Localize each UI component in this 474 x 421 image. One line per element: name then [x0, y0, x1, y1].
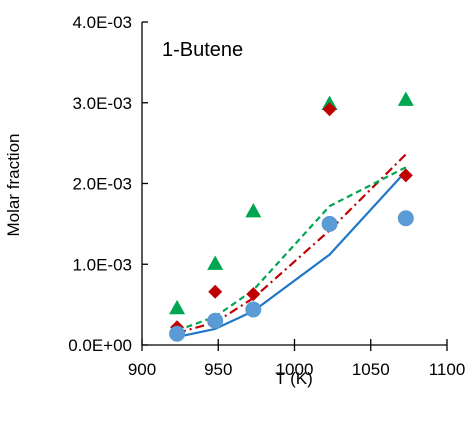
data-point-diamond: [398, 168, 413, 183]
y-tick-label: 1.0E-03: [72, 255, 132, 274]
x-tick-label: 950: [204, 360, 232, 379]
y-axis-title: Molar fraction: [4, 134, 23, 237]
x-tick-label: 900: [128, 360, 156, 379]
series-line-dashdot: [176, 153, 407, 334]
data-point-circle: [207, 312, 224, 329]
series-line-solid: [176, 170, 407, 338]
axes: 900 950 1000 1050 1100 0.0E+00 1.0E-03 2.0E-03…: [68, 13, 465, 379]
y-tick-label: 0.0E+00: [68, 336, 132, 355]
series-line-dashed: [176, 166, 407, 332]
y-tick-label: 3.0E-03: [72, 94, 132, 113]
data-point-triangle: [397, 91, 414, 106]
y-tick-label: 2.0E-03: [72, 175, 132, 194]
x-tick-label: 1100: [429, 360, 466, 379]
data-point-triangle: [207, 255, 224, 270]
data-point-circle: [397, 210, 414, 227]
y-axis-ticks: 0.0E+00 1.0E-03 2.0E-03 3.0E-03 4.0E-03: [68, 13, 148, 355]
x-tick-label: 1050: [352, 360, 390, 379]
x-axis-ticks: 900 950 1000 1050 1100: [128, 339, 465, 379]
x-tick-label: 1000: [276, 360, 314, 379]
chart-title: 1-Butene: [162, 39, 243, 61]
data-point-diamond: [208, 284, 223, 299]
data-point-diamond: [322, 102, 337, 117]
data-point-diamond: [246, 287, 261, 302]
data-point-circle: [169, 325, 186, 342]
data-point-triangle: [245, 202, 262, 218]
x-axis-title: T (K): [275, 369, 312, 388]
data-point-circle: [245, 301, 262, 318]
series-markers: [169, 91, 414, 342]
data-point-triangle: [169, 299, 186, 315]
y-tick-label: 4.0E-03: [72, 13, 132, 32]
data-point-circle: [321, 215, 338, 232]
series-lines: [176, 153, 407, 338]
